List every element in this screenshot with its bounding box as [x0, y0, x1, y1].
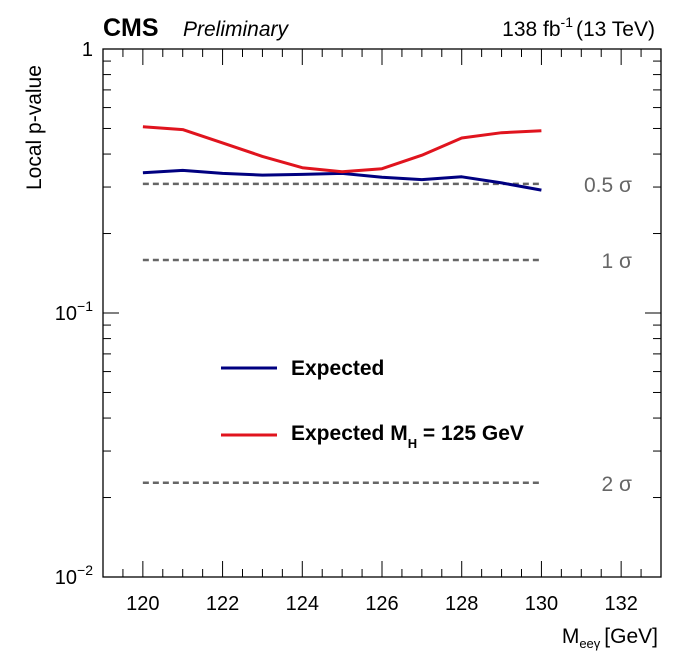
x-tick-label: 124 [286, 593, 319, 615]
lumi-exponent: -1 [561, 14, 574, 30]
legend-label-expected-mh: Expected MH = 125 GeV [291, 422, 524, 451]
reference-lines: 0.5 σ 1 σ 2 σ [142, 174, 633, 496]
legend-label-expected: Expected [291, 357, 384, 380]
legend-label-expected-mh-rest: = 125 GeV [417, 422, 524, 445]
y-tick-label-base: 10 [55, 303, 77, 325]
series-lines [142, 125, 542, 192]
y-axis-title: Local p-value [23, 65, 46, 190]
x-tick-label: 130 [525, 593, 558, 615]
series-line-1 [142, 125, 542, 174]
legend-label-expected-mh-sub: H [408, 436, 417, 451]
x-tick-label: 128 [445, 593, 478, 615]
experiment-label: CMS [103, 14, 159, 42]
y-tick-label: 1 [82, 39, 93, 61]
status-label: Preliminary [183, 18, 290, 41]
y-tick-label-exponent: −2 [77, 562, 93, 578]
reference-line-label: 1 σ [602, 250, 633, 273]
y-tick-label-exponent: −1 [77, 298, 93, 314]
axis-ticks [102, 48, 662, 578]
x-axis-title-main: M [562, 625, 580, 648]
x-axis-title-sub: eeγ [579, 636, 600, 651]
x-tick-label: 132 [604, 593, 637, 615]
y-tick-label: 10−2 [55, 562, 93, 589]
y-tick-label-base: 10 [55, 567, 77, 589]
lumi-energy: (13 TeV) [576, 18, 655, 41]
y-tick-label: 10−1 [55, 298, 93, 325]
x-tick-label: 122 [206, 593, 239, 615]
y-tick-label-base: 1 [82, 39, 93, 61]
plot-frame [102, 48, 662, 578]
lumi-label: 138 fb-1 (13 TeV) [502, 14, 655, 41]
x-axis-title: Meeγ [GeV] [562, 625, 658, 651]
legend: Expected Expected MH = 125 GeV [221, 357, 524, 451]
series-line-0 [142, 168, 542, 192]
x-axis-title-unit: [GeV] [604, 625, 658, 648]
x-tick-label: 126 [365, 593, 398, 615]
legend-label-expected-mh-main: Expected M [291, 422, 408, 445]
reference-line-label: 0.5 σ [584, 174, 632, 197]
x-tick-label: 120 [126, 593, 159, 615]
lumi-value: 138 fb [502, 18, 560, 41]
reference-line-label: 2 σ [602, 473, 633, 496]
